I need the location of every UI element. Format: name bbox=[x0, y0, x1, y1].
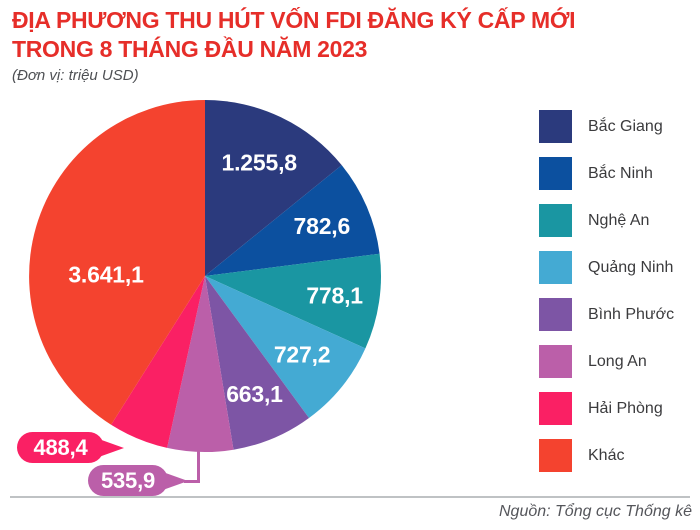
legend-item-5: Bình Phước bbox=[539, 298, 674, 331]
pie-slice-7 bbox=[111, 276, 205, 448]
legend-label: Khác bbox=[588, 446, 625, 464]
pie-value-label: 663,1 bbox=[226, 381, 283, 407]
callout-hai-phong: 488,4 bbox=[17, 432, 104, 463]
pie-slice-8 bbox=[29, 100, 206, 425]
legend-swatch bbox=[539, 204, 572, 237]
title-line-2: TRONG 8 THÁNG ĐẦU NĂM 2023 bbox=[12, 36, 368, 62]
legend-swatch bbox=[539, 110, 572, 143]
pie-value-label: 3.641,1 bbox=[68, 261, 144, 287]
legend-item-1: Bắc Giang bbox=[539, 110, 674, 143]
pie-slice-3 bbox=[205, 253, 382, 349]
legend: Bắc Giang Bắc Ninh Nghệ An Quảng Ninh Bình P… bbox=[539, 110, 674, 472]
legend-label: Bắc Giang bbox=[588, 117, 663, 135]
legend-label: Long An bbox=[588, 352, 647, 370]
source-note: Nguồn: Tổng cục Thống kê bbox=[498, 503, 692, 520]
legend-item-8: Khác bbox=[539, 439, 674, 472]
legend-swatch bbox=[539, 345, 572, 378]
legend-label: Quảng Ninh bbox=[588, 258, 674, 276]
pie-value-label: 727,2 bbox=[274, 342, 331, 368]
legend-label: Nghệ An bbox=[588, 211, 650, 229]
pie-slice-1 bbox=[205, 100, 342, 276]
callout-connector-long-an bbox=[184, 449, 200, 483]
pie-value-label: 778,1 bbox=[306, 282, 363, 308]
legend-swatch bbox=[539, 157, 572, 190]
legend-item-7: Hải Phòng bbox=[539, 392, 674, 425]
legend-item-4: Quảng Ninh bbox=[539, 251, 674, 284]
legend-item-3: Nghệ An bbox=[539, 204, 674, 237]
pie-slice-2 bbox=[205, 165, 380, 276]
legend-swatch bbox=[539, 392, 572, 425]
callout-long-an: 535,9 bbox=[88, 465, 168, 496]
legend-label: Hải Phòng bbox=[588, 399, 663, 417]
legend-swatch bbox=[539, 298, 572, 331]
pie-slice-5 bbox=[205, 276, 309, 450]
legend-swatch bbox=[539, 439, 572, 472]
callout-long-an-value: 535,9 bbox=[100, 467, 156, 493]
page-title: ĐỊA PHƯƠNG THU HÚT VỐN FDI ĐĂNG KÝ CẤP M… bbox=[12, 6, 672, 64]
pie-value-label: 782,6 bbox=[294, 213, 351, 239]
divider-line bbox=[10, 496, 690, 498]
legend-swatch bbox=[539, 251, 572, 284]
legend-label: Bình Phước bbox=[588, 305, 675, 323]
pie-value-label: 1.255,8 bbox=[222, 149, 298, 175]
legend-item-2: Bắc Ninh bbox=[539, 157, 674, 190]
pie-slice-4 bbox=[205, 276, 366, 418]
unit-note: (Đơn vị: triệu USD) bbox=[12, 67, 139, 84]
legend-item-6: Long An bbox=[539, 345, 674, 378]
pie-slice-6 bbox=[167, 276, 234, 453]
callout-hai-phong-value: 488,4 bbox=[33, 434, 88, 460]
title-line-1: ĐỊA PHƯƠNG THU HÚT VỐN FDI ĐĂNG KÝ CẤP M… bbox=[12, 7, 576, 33]
legend-label: Bắc Ninh bbox=[588, 164, 653, 182]
